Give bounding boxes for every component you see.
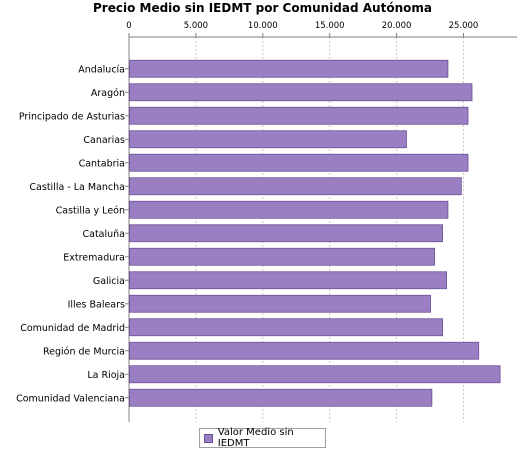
bar xyxy=(129,294,431,313)
category-label: Cantabria xyxy=(79,158,125,169)
bar xyxy=(129,388,433,407)
category-label: Aragón xyxy=(91,88,125,99)
category-label: Comunidad Valenciana xyxy=(16,393,125,404)
bar xyxy=(129,365,501,384)
legend-label: Valor Medio sin IEDMT xyxy=(217,427,294,449)
category-label: Castilla - La Mancha xyxy=(29,182,125,193)
category-label: Andalucía xyxy=(78,64,125,75)
x-tick-label: 5.000 xyxy=(184,21,208,31)
category-labels: Andalucía Aragón Principado de Asturias Can… xyxy=(16,64,129,404)
bar xyxy=(129,106,469,125)
bar xyxy=(129,224,443,243)
bar xyxy=(129,271,447,290)
category-label: Extremadura xyxy=(63,252,125,263)
category-label: Castilla y León xyxy=(56,205,125,216)
x-tick-label: 0 xyxy=(126,21,131,31)
bar xyxy=(129,200,449,219)
category-label: Comunidad de Madrid xyxy=(20,323,125,334)
x-axis: 0 5.000 10.000 15.000 20.000 25.000 xyxy=(126,21,517,422)
bar xyxy=(129,341,480,360)
category-label: Principado de Asturias xyxy=(19,111,125,122)
category-label: Canarias xyxy=(83,135,125,146)
x-tick-label: 25.000 xyxy=(449,21,479,31)
bar xyxy=(129,83,473,102)
legend-swatch xyxy=(204,433,213,443)
x-tick-label: 15.000 xyxy=(315,21,345,31)
category-label: La Rioja xyxy=(87,370,125,381)
bar xyxy=(129,59,449,78)
bar xyxy=(129,247,435,266)
legend: Valor Medio sin IEDMT xyxy=(199,427,326,449)
x-tick-label: 20.000 xyxy=(382,21,412,31)
x-tick-label: 10.000 xyxy=(248,21,278,31)
bar xyxy=(129,153,469,172)
bar xyxy=(129,177,462,196)
category-label: Galicia xyxy=(93,276,125,287)
bars xyxy=(129,59,501,407)
chart-title: Precio Medio sin IEDMT por Comunidad Aut… xyxy=(93,1,432,15)
bar xyxy=(129,130,407,149)
category-label: Región de Murcia xyxy=(43,346,125,357)
bar xyxy=(129,318,443,337)
category-label: Illes Balears xyxy=(68,299,125,310)
category-label: Cataluña xyxy=(82,229,125,240)
